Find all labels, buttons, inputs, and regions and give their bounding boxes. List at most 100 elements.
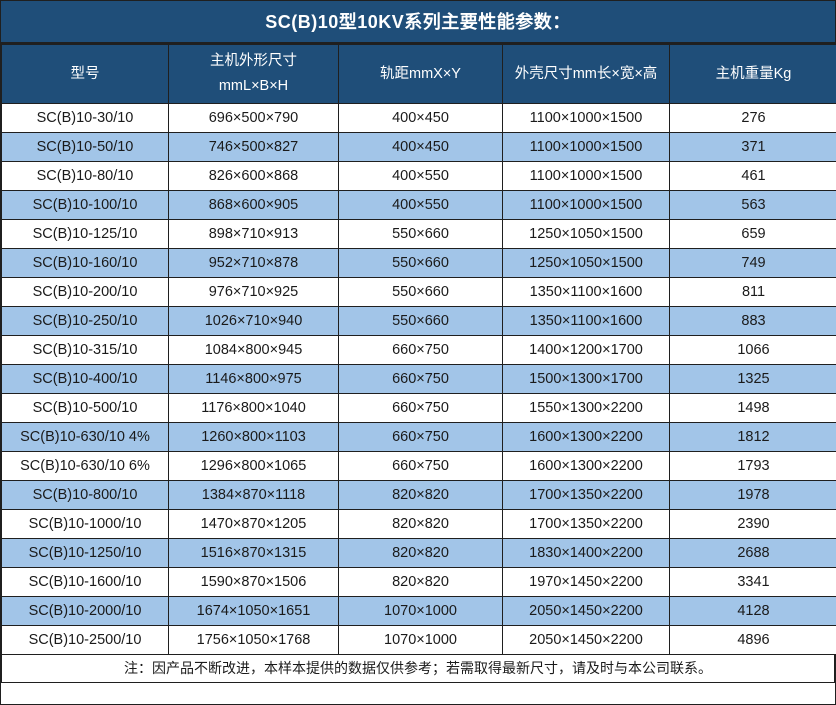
table-cell: 1026×710×940	[168, 306, 339, 336]
table-cell: 820×820	[338, 538, 503, 568]
table-cell: 461	[669, 161, 836, 191]
spec-table: 型号 主机外形尺寸 mmL×B×H 轨距mmX×Y 外壳尺寸mm长×宽×高 主机重量Kg…	[1, 44, 836, 655]
table-row: SC(B)10-400/10 1146×800×975 660×750 1500×13…	[1, 364, 836, 394]
table-cell: 1550×1300×2200	[502, 393, 670, 423]
table-cell: SC(B)10-500/10	[1, 393, 169, 423]
table-cell: SC(B)10-2500/10	[1, 625, 169, 655]
table-cell: 2050×1450×2200	[502, 625, 670, 655]
table-row: SC(B)10-200/10 976×710×925 550×660 1350×110…	[1, 277, 836, 307]
table-cell: 371	[669, 132, 836, 162]
table-cell: SC(B)10-80/10	[1, 161, 169, 191]
table-cell: 1260×800×1103	[168, 422, 339, 452]
table-cell: 1600×1300×2200	[502, 422, 670, 452]
table-row: SC(B)10-1250/10 1516×870×1315 820×820 1830×…	[1, 538, 836, 568]
table-cell: 1100×1000×1500	[502, 161, 670, 191]
table-cell: 1100×1000×1500	[502, 103, 670, 133]
table-cell: SC(B)10-1600/10	[1, 567, 169, 597]
table-row: SC(B)10-2000/10 1674×1050×1651 1070×1000 20…	[1, 596, 836, 626]
table-cell: 1350×1100×1600	[502, 277, 670, 307]
table-cell: 1176×800×1040	[168, 393, 339, 423]
table-header-row: 型号 主机外形尺寸 mmL×B×H 轨距mmX×Y 外壳尺寸mm长×宽×高 主机重量Kg	[1, 44, 836, 104]
table-cell: 1066	[669, 335, 836, 365]
table-cell: SC(B)10-30/10	[1, 103, 169, 133]
table-cell: 2050×1450×2200	[502, 596, 670, 626]
table-cell: 1325	[669, 364, 836, 394]
table-row: SC(B)10-100/10 868×600×905 400×550 1100×100…	[1, 190, 836, 220]
table-cell: 1978	[669, 480, 836, 510]
column-header-4: 外壳尺寸mm长×宽×高	[502, 44, 670, 104]
table-cell: 746×500×827	[168, 132, 339, 162]
table-cell: SC(B)10-630/10 4%	[1, 422, 169, 452]
table-cell: 660×750	[338, 364, 503, 394]
table-cell: 1400×1200×1700	[502, 335, 670, 365]
table-row: SC(B)10-630/10 6% 1296×800×1065 660×750 160…	[1, 451, 836, 481]
table-cell: 1084×800×945	[168, 335, 339, 365]
table-cell: SC(B)10-125/10	[1, 219, 169, 249]
table-cell: 952×710×878	[168, 248, 339, 278]
table-cell: SC(B)10-250/10	[1, 306, 169, 336]
table-body: SC(B)10-30/10 696×500×790 400×450 1100×1000…	[1, 103, 836, 655]
table-cell: 400×450	[338, 103, 503, 133]
table-cell: 1070×1000	[338, 596, 503, 626]
table-cell: 749	[669, 248, 836, 278]
table-cell: 1384×870×1118	[168, 480, 339, 510]
table-cell: 1250×1050×1500	[502, 219, 670, 249]
table-cell: 550×660	[338, 277, 503, 307]
table-cell: SC(B)10-1250/10	[1, 538, 169, 568]
table-cell: 1250×1050×1500	[502, 248, 670, 278]
table-cell: 820×820	[338, 480, 503, 510]
table-cell: 1296×800×1065	[168, 451, 339, 481]
table-cell: 1756×1050×1768	[168, 625, 339, 655]
table-cell: 276	[669, 103, 836, 133]
table-cell: 400×450	[338, 132, 503, 162]
table-cell: 1793	[669, 451, 836, 481]
table-title: SC(B)10型10KV系列主要性能参数：	[1, 1, 835, 44]
table-row: SC(B)10-160/10 952×710×878 550×660 1250×105…	[1, 248, 836, 278]
table-cell: 1146×800×975	[168, 364, 339, 394]
table-cell: 2688	[669, 538, 836, 568]
table-cell: 660×750	[338, 422, 503, 452]
table-footnote: 注：因产品不断改进，本样本提供的数据仅供参考；若需取得最新尺寸，请及时与本公司联…	[1, 655, 835, 683]
table-cell: 696×500×790	[168, 103, 339, 133]
table-cell: SC(B)10-1000/10	[1, 509, 169, 539]
table-row: SC(B)10-1600/10 1590×870×1506 820×820 1970×…	[1, 567, 836, 597]
table-row: SC(B)10-2500/10 1756×1050×1768 1070×1000 20…	[1, 625, 836, 655]
table-cell: 1070×1000	[338, 625, 503, 655]
table-row: SC(B)10-80/10 826×600×868 400×550 1100×1000…	[1, 161, 836, 191]
table-cell: 820×820	[338, 567, 503, 597]
table-cell: 1100×1000×1500	[502, 190, 670, 220]
table-row: SC(B)10-1000/10 1470×870×1205 820×820 1700×…	[1, 509, 836, 539]
table-cell: 1700×1350×2200	[502, 509, 670, 539]
table-cell: 811	[669, 277, 836, 307]
table-cell: 550×660	[338, 219, 503, 249]
table-cell: 659	[669, 219, 836, 249]
column-header-3: 轨距mmX×Y	[338, 44, 503, 104]
table-cell: 1516×870×1315	[168, 538, 339, 568]
column-header-5: 主机重量Kg	[669, 44, 836, 104]
table-cell: SC(B)10-50/10	[1, 132, 169, 162]
table-cell: 1350×1100×1600	[502, 306, 670, 336]
table-row: SC(B)10-315/10 1084×800×945 660×750 1400×12…	[1, 335, 836, 365]
table-cell: 976×710×925	[168, 277, 339, 307]
table-cell: 820×820	[338, 509, 503, 539]
table-cell: SC(B)10-100/10	[1, 190, 169, 220]
table-cell: 1830×1400×2200	[502, 538, 670, 568]
table-row: SC(B)10-800/10 1384×870×1118 820×820 1700×1…	[1, 480, 836, 510]
table-row: SC(B)10-125/10 898×710×913 550×660 1250×105…	[1, 219, 836, 249]
table-cell: SC(B)10-630/10 6%	[1, 451, 169, 481]
table-row: SC(B)10-30/10 696×500×790 400×450 1100×1000…	[1, 103, 836, 133]
table-cell: 883	[669, 306, 836, 336]
table-cell: SC(B)10-315/10	[1, 335, 169, 365]
table-cell: SC(B)10-160/10	[1, 248, 169, 278]
table-row: SC(B)10-500/10 1176×800×1040 660×750 1550×1…	[1, 393, 836, 423]
table-cell: 4896	[669, 625, 836, 655]
table-cell: 1590×870×1506	[168, 567, 339, 597]
table-cell: 2390	[669, 509, 836, 539]
table-cell: SC(B)10-800/10	[1, 480, 169, 510]
table-row: SC(B)10-50/10 746×500×827 400×450 1100×1000…	[1, 132, 836, 162]
table-cell: 3341	[669, 567, 836, 597]
table-cell: 1674×1050×1651	[168, 596, 339, 626]
table-cell: 1470×870×1205	[168, 509, 339, 539]
table-cell: 4128	[669, 596, 836, 626]
